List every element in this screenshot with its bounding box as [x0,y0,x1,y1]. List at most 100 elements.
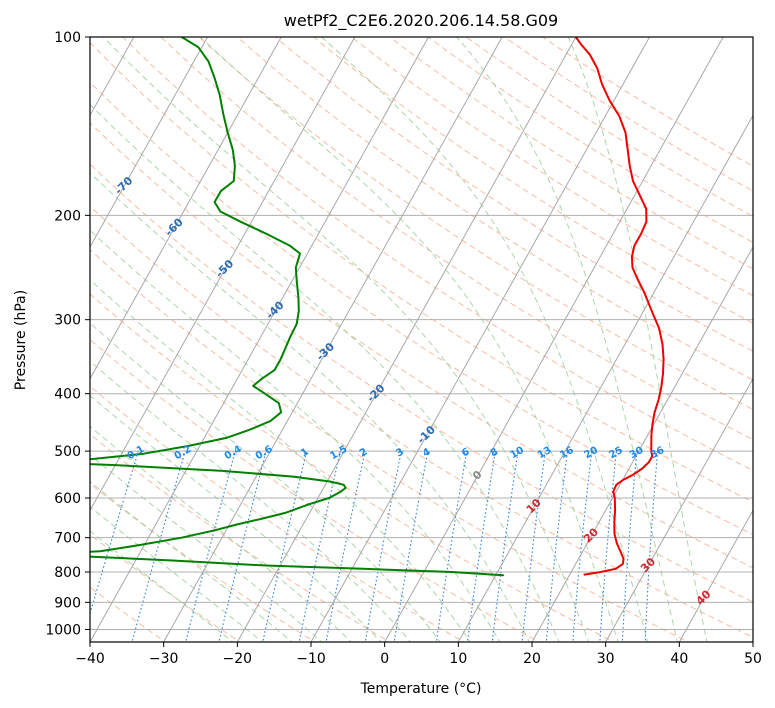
isotherm-line [90,37,282,380]
dry-adiabat-label: -60 [163,215,186,238]
plot-frame [89,36,754,643]
mixing-ratio-line [521,451,546,642]
dewpoint-profile [90,37,505,577]
dry-adiabat-label: -70 [112,174,135,197]
x-axis-ticks: −40 −30 −20 −10 0 10 20 30 40 50 [75,642,762,667]
mixing-ratio-label: 25 [607,445,625,462]
dry-adiabat-line [160,37,753,441]
isotherm-line [0,10,2,654]
x-tick-label: 40 [670,651,688,667]
dry-adiabat-line [90,122,753,569]
moist-adiabat-line [102,37,590,642]
moist-adiabat-label: 0 [470,468,485,483]
x-tick-label: 0 [380,651,389,667]
mixing-ratio-line [572,451,593,642]
mixing-ratio-label: 20 [583,445,601,462]
dry-adiabat-line [198,37,753,411]
moist-adiabat-line [90,322,442,642]
mixing-ratio-label: 2 [358,447,370,460]
dry-adiabat-line [90,163,753,603]
mixing-ratio-label: 3 [394,447,406,460]
moist-adiabat-line [321,37,649,642]
y-axis-label: Pressure (hPa) [13,290,29,390]
isotherm-line [236,37,577,642]
isotherm-grid [0,10,753,654]
dry-adiabat-line [122,37,753,472]
x-tick-label: −20 [223,651,253,667]
dry-adiabat-label: -20 [364,381,387,404]
plot-area: 0.10.20.40.611.52346810131620253036-100-… [0,10,753,654]
y-tick-label: 100 [54,30,81,46]
isotherm-line [0,10,75,654]
x-tick-label: 10 [449,651,467,667]
mixing-ratio-label: 1 [299,447,311,460]
isotherm-line [90,37,356,512]
dry-adiabat-line [90,338,540,642]
moist-adiabat-label: 20 [581,525,601,545]
mixing-ratio-label: 4 [421,447,433,460]
isotherm-line [457,114,753,642]
dry-adiabat-line [350,37,753,297]
mixing-ratio-line [364,450,402,642]
moist-adiabat-line [90,229,501,642]
moist-adiabat-line [90,103,560,642]
y-tick-label: 1000 [45,622,81,638]
x-tick-label: 50 [744,651,762,667]
isotherm-line [90,37,430,642]
isotherm-line [163,37,503,642]
dry-adiabat-line [90,81,753,536]
y-tick-label: 800 [54,565,81,581]
mixing-ratio-line [131,450,186,642]
x-tick-label: −30 [149,651,179,667]
isotherm-line [752,640,753,642]
dry-adiabat-line [389,37,753,270]
y-tick-label: 700 [54,531,81,547]
x-tick-label: 20 [523,651,541,667]
isotherm-line [310,37,651,642]
adiabat-labels: 0.10.20.40.611.52346810131620253036-100-… [62,132,714,608]
mixing-ratio-line [325,450,366,642]
profiles [90,37,665,577]
mixing-ratio-label: 0.6 [254,444,275,462]
y-tick-label: 900 [54,595,81,611]
dry-adiabat-line [541,37,753,167]
x-tick-label: −40 [75,651,105,667]
moist-adiabat-line [90,279,471,642]
dry-adiabat-line [427,37,753,243]
dry-adiabat-line [90,482,316,642]
y-tick-label: 200 [54,208,81,224]
moist-adiabat-label: 10 [524,496,544,516]
dry-adiabat-label: -30 [314,340,337,363]
dry-adiabat-label: -50 [213,257,236,280]
isotherm-line [90,37,209,249]
dry-adiabat-line [90,533,241,642]
dry-adiabat-line [274,37,753,352]
dry-adiabat-label: -80 [62,132,85,155]
y-tick-label: 600 [54,491,81,507]
isobar-grid [90,37,753,630]
dry-adiabats [90,37,753,642]
mixing-ratio-label: 30 [628,445,646,462]
mixing-ratio-line [262,450,308,642]
dry-adiabat-line [90,205,753,638]
dry-adiabat-line [236,37,753,381]
mixing-ratio-label: 8 [489,447,501,460]
dry-adiabat-line [312,37,753,324]
moist-adiabat-line [90,394,382,642]
dry-adiabat-label: -40 [263,298,286,321]
y-tick-label: 300 [54,313,81,329]
mixing-ratio-line [298,450,341,642]
mixing-ratio-line [393,450,429,642]
mixing-ratio-line [185,450,236,642]
y-axis-ticks: 1000 900 800 700 600 500 400 300 200 100 [45,30,90,638]
isotherm-line [678,509,753,642]
dry-adiabat-line [465,37,753,218]
dry-adiabat-line [90,385,466,642]
y-tick-label: 400 [54,387,81,403]
mixing-ratio-label: 10 [509,445,527,462]
y-tick-label: 500 [54,444,81,460]
mixing-ratio-line [218,450,267,642]
mixing-ratio-line [491,451,519,642]
x-tick-label: −10 [296,651,326,667]
